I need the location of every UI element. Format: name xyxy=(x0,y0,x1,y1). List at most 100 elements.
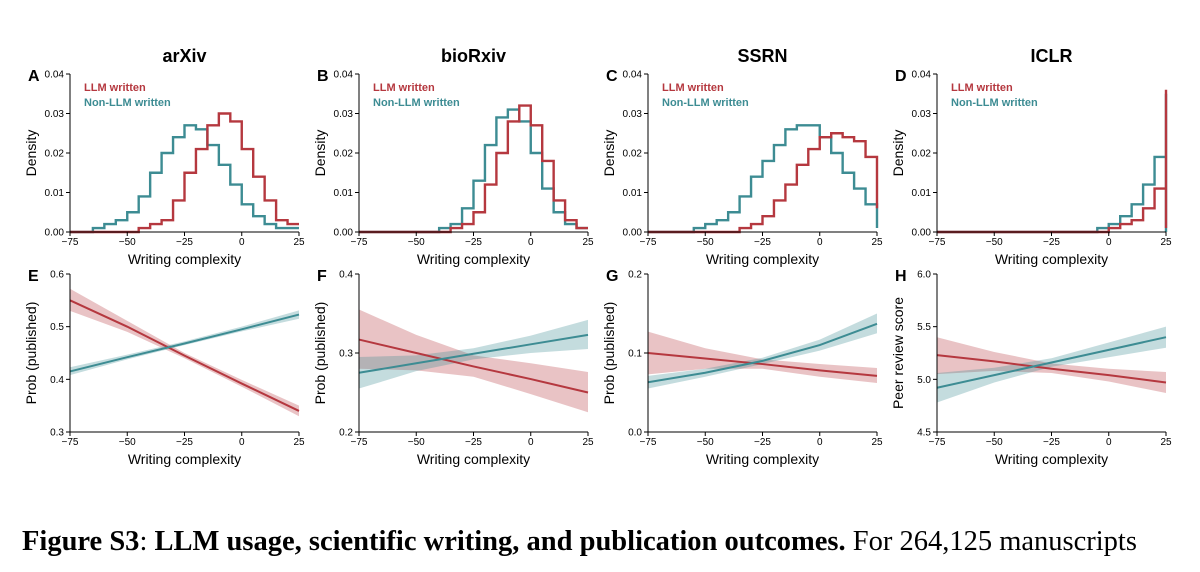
x-tick-label: 25 xyxy=(582,437,594,448)
x-tick-label: −75 xyxy=(929,237,946,248)
x-tick-label: 25 xyxy=(293,237,305,248)
y-tick-label: 0.00 xyxy=(912,228,932,239)
x-tick-label: −50 xyxy=(697,437,714,448)
x-tick-label: 0 xyxy=(239,437,245,448)
y-tick-label: 0.03 xyxy=(912,109,932,120)
panel-letter: F xyxy=(317,268,327,285)
y-tick-label: 0.2 xyxy=(339,428,353,439)
y-tick-label: 4.5 xyxy=(917,428,931,439)
y-tick-label: 0.02 xyxy=(623,149,643,160)
y-tick-label: 0.5 xyxy=(50,322,64,333)
panel-title: SSRN xyxy=(737,46,787,66)
y-tick-label: 0.4 xyxy=(339,270,353,281)
panel-g: G −75 −50 −25 0 25 0.0 0.1 0.2 Writing complexity… xyxy=(601,268,883,467)
line-llm xyxy=(647,352,878,377)
legend-non-llm: Non-LLM written xyxy=(951,97,1038,109)
panel-a: arXiv A LLM written Non-LLM written −75 −50 −2… xyxy=(23,46,305,267)
y-tick-label: 0.3 xyxy=(339,349,353,360)
caption-label: Figure S3 xyxy=(22,526,140,557)
legend-non-llm: Non-LLM written xyxy=(662,97,749,109)
y-tick-label: 0.4 xyxy=(50,375,64,386)
x-tick-label: −50 xyxy=(986,237,1003,248)
x-tick-label: −75 xyxy=(929,437,946,448)
x-tick-label: 25 xyxy=(871,437,883,448)
x-tick-label: 25 xyxy=(293,437,305,448)
caption-title: LLM usage, scientific writing, and publi… xyxy=(154,526,846,557)
x-tick-label: −25 xyxy=(1043,237,1060,248)
panel-title: arXiv xyxy=(162,46,206,66)
panel-letter: C xyxy=(606,68,618,85)
panel-letter: H xyxy=(895,268,907,285)
x-tick-label: −50 xyxy=(408,237,425,248)
y-tick-label: 5.0 xyxy=(917,375,931,386)
x-tick-label: −75 xyxy=(640,437,657,448)
figure-s3-panels: arXiv A LLM written Non-LLM written −75 −50 −2… xyxy=(23,46,1172,467)
y-axis-label: Density xyxy=(890,130,906,177)
y-tick-label: 0.6 xyxy=(50,270,64,281)
line-non-llm xyxy=(936,336,1167,389)
panel-letter: G xyxy=(606,268,618,285)
ci-band-llm xyxy=(70,288,299,417)
panel-letter: B xyxy=(317,68,329,85)
x-tick-label: 25 xyxy=(1160,237,1172,248)
x-axis-label: Writing complexity xyxy=(706,251,819,267)
panel-letter: E xyxy=(28,268,39,285)
legend-llm: LLM written xyxy=(373,82,435,94)
x-axis-label: Writing complexity xyxy=(706,451,819,467)
x-tick-label: −75 xyxy=(351,437,368,448)
histogram-llm xyxy=(648,132,879,234)
y-tick-label: 0.2 xyxy=(628,270,642,281)
x-tick-label: −25 xyxy=(1043,437,1060,448)
y-tick-label: 0.03 xyxy=(45,109,65,120)
y-axis-label: Density xyxy=(23,130,39,177)
figure-caption: Figure S3: LLM usage, scientific writing… xyxy=(22,524,1192,560)
x-axis-label: Writing complexity xyxy=(128,251,241,267)
line-llm xyxy=(69,299,300,412)
y-tick-label: 0.02 xyxy=(334,149,354,160)
x-tick-label: −25 xyxy=(176,437,193,448)
panel-title: ICLR xyxy=(1031,46,1073,66)
y-tick-label: 0.04 xyxy=(912,70,932,81)
y-axis-label: Density xyxy=(601,130,617,177)
y-axis-label: Peer review score xyxy=(890,297,906,409)
histogram-non-llm xyxy=(70,124,299,234)
x-tick-label: −25 xyxy=(465,437,482,448)
y-tick-label: 0.01 xyxy=(623,188,643,199)
x-axis-label: Writing complexity xyxy=(128,451,241,467)
x-tick-label: 0 xyxy=(528,437,534,448)
x-tick-label: 0 xyxy=(528,237,534,248)
caption-sep: : xyxy=(139,526,155,557)
y-tick-label: 0.04 xyxy=(623,70,643,81)
x-tick-label: −50 xyxy=(119,237,136,248)
x-tick-label: 25 xyxy=(1160,437,1172,448)
y-tick-label: 0.00 xyxy=(623,228,643,239)
y-tick-label: 0.03 xyxy=(623,109,643,120)
x-tick-label: 0 xyxy=(817,237,823,248)
x-tick-label: −25 xyxy=(465,237,482,248)
x-tick-label: −25 xyxy=(754,237,771,248)
legend-non-llm: Non-LLM written xyxy=(373,97,460,109)
x-tick-label: −75 xyxy=(351,237,368,248)
ci-band-non-llm xyxy=(937,326,1166,403)
legend-llm: LLM written xyxy=(84,82,146,94)
y-tick-label: 0.00 xyxy=(334,228,354,239)
y-tick-label: 0.01 xyxy=(45,188,65,199)
y-axis-label: Density xyxy=(312,130,328,177)
panel-d: ICLR D LLM written Non-LLM written −75 −50 −25… xyxy=(890,46,1172,267)
y-tick-label: 0.00 xyxy=(45,228,65,239)
x-tick-label: 0 xyxy=(1106,437,1112,448)
x-axis-label: Writing complexity xyxy=(995,251,1108,267)
panel-c: SSRN C LLM written Non-LLM written −75 −50 −25… xyxy=(601,46,883,267)
line-llm xyxy=(358,338,589,394)
y-tick-label: 0.0 xyxy=(628,428,642,439)
ci-band-non-llm xyxy=(648,313,877,389)
y-tick-label: 0.02 xyxy=(45,149,65,160)
histogram-non-llm xyxy=(648,124,879,234)
y-tick-label: 0.03 xyxy=(334,109,354,120)
y-tick-label: 0.01 xyxy=(912,188,932,199)
x-tick-label: 25 xyxy=(582,237,594,248)
x-axis-label: Writing complexity xyxy=(417,451,530,467)
caption-text: For 264,125 manuscripts xyxy=(845,526,1137,557)
x-tick-label: 0 xyxy=(1106,237,1112,248)
y-axis-label: Prob (published) xyxy=(23,302,39,405)
